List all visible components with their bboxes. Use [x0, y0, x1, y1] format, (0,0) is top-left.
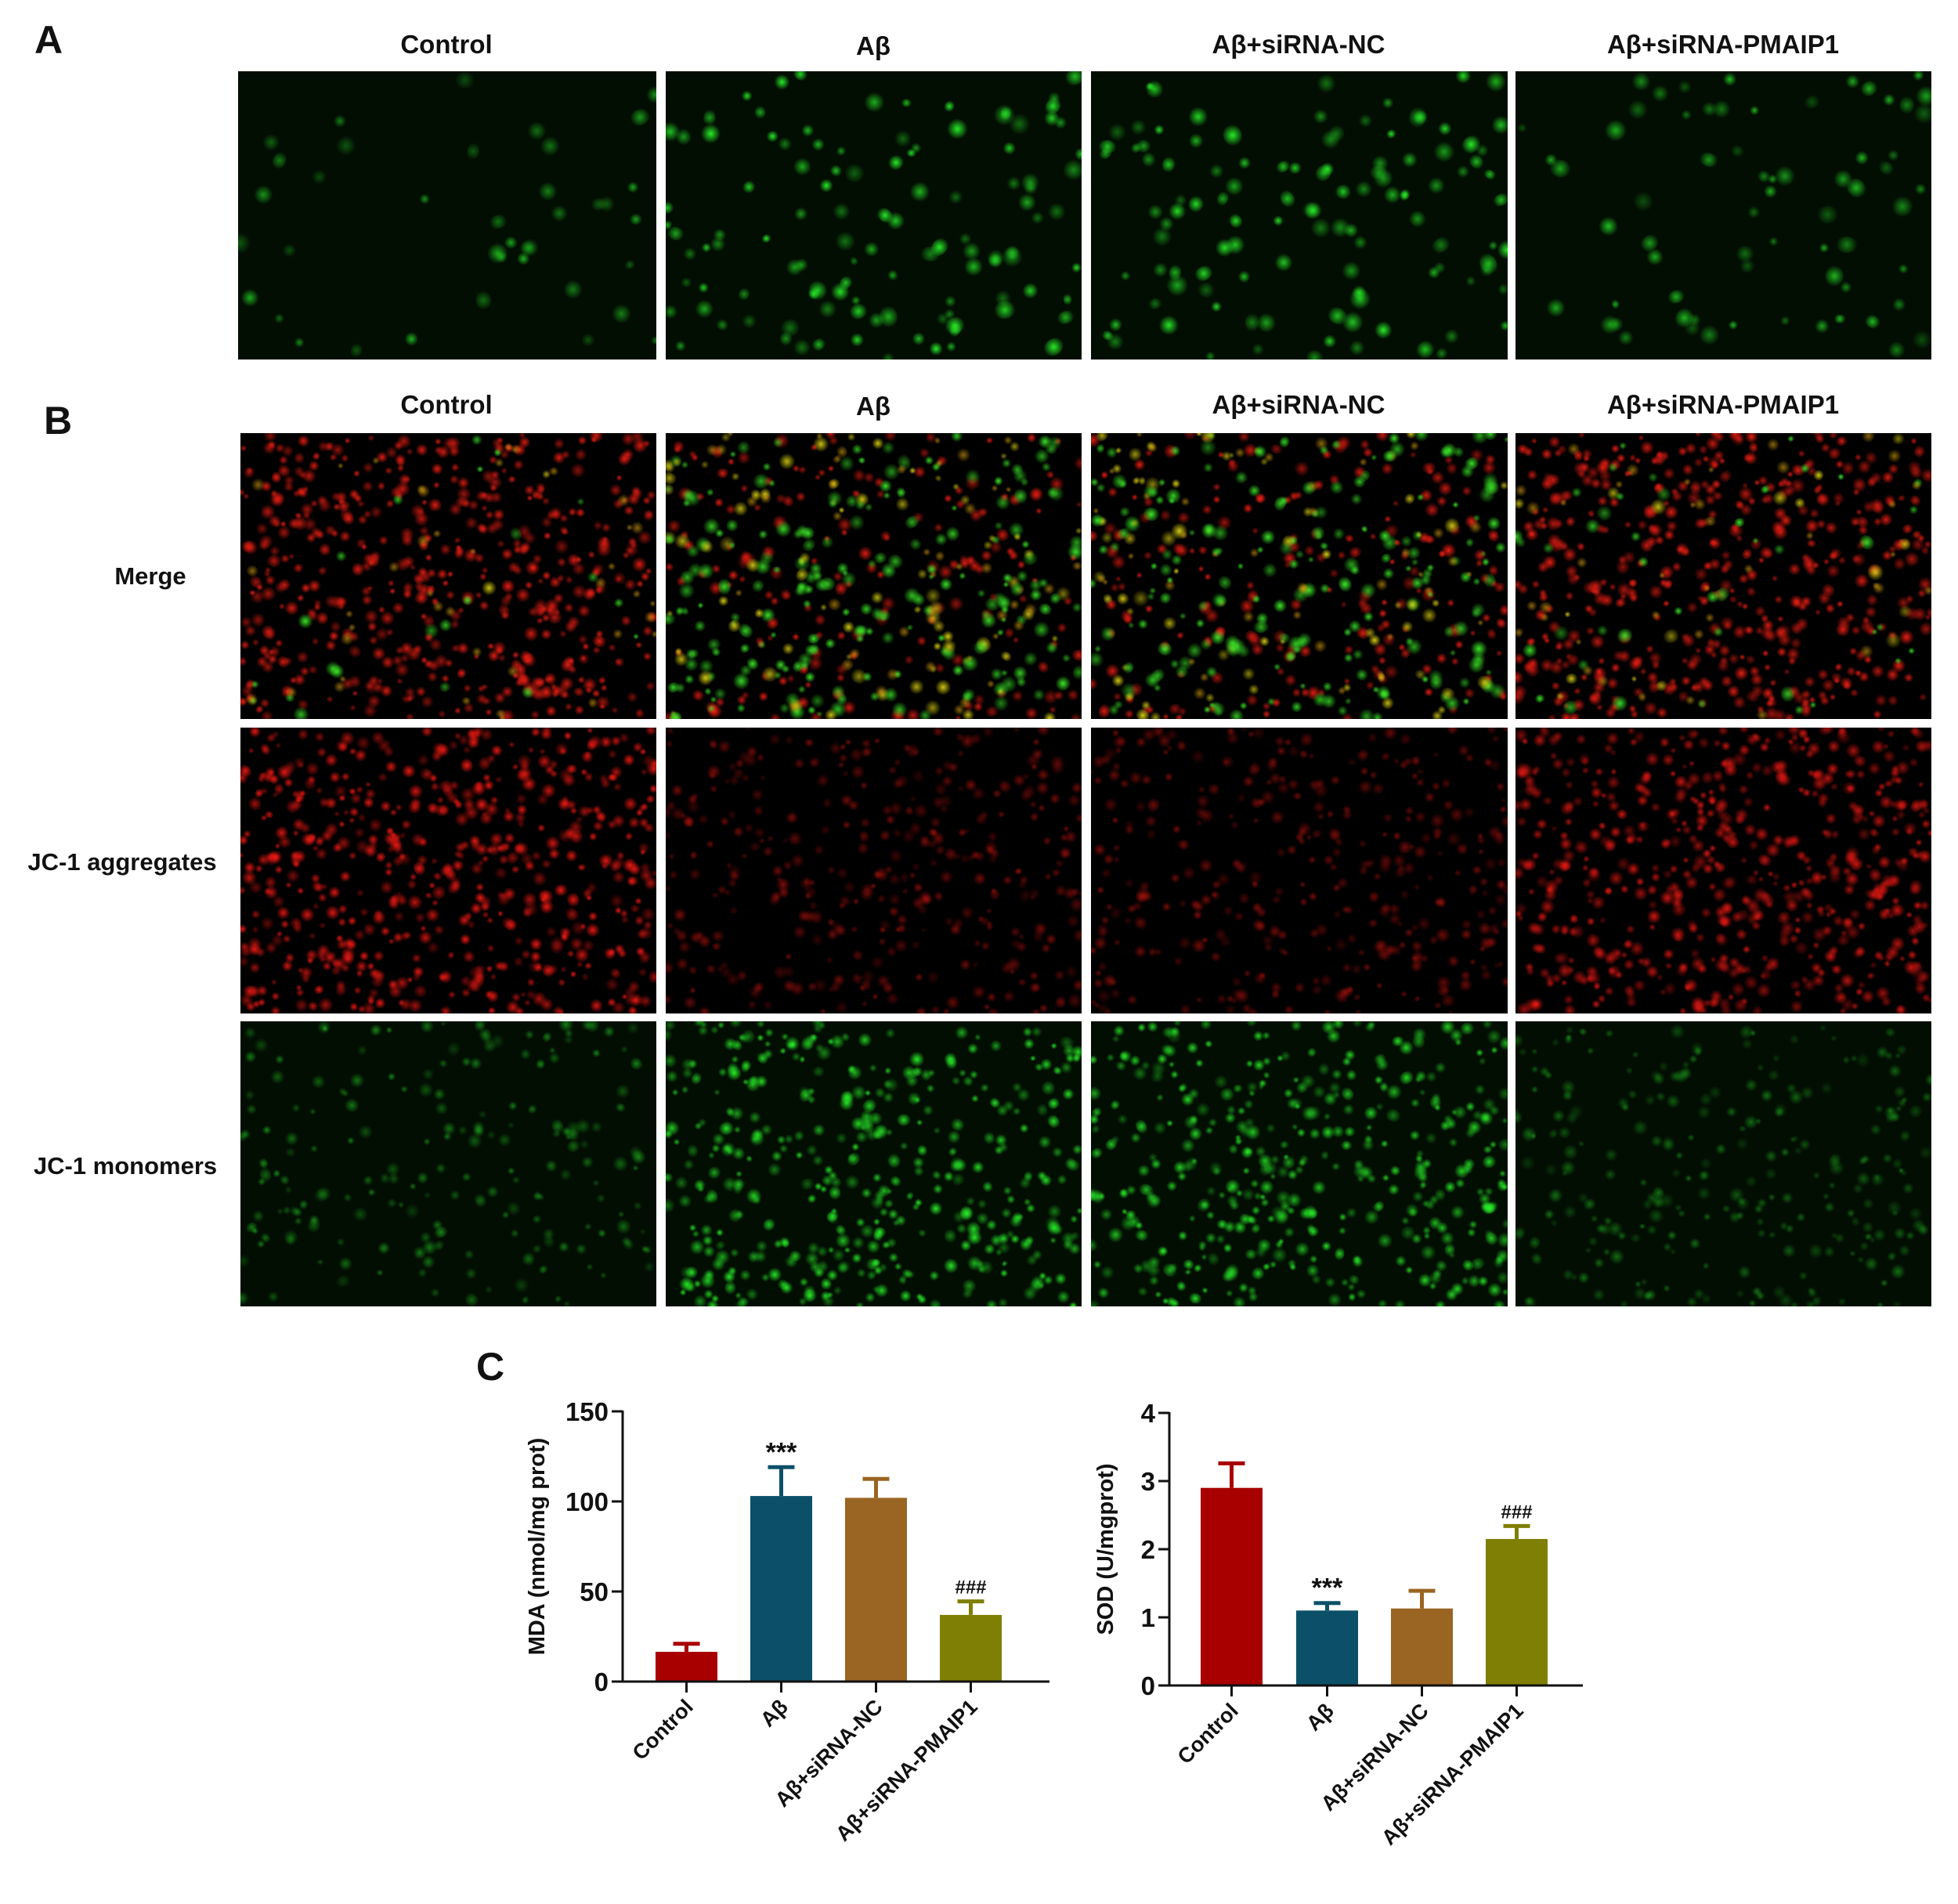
micrograph-a-control	[238, 71, 656, 359]
micrograph-b-merge-abeta	[666, 433, 1082, 719]
micrograph-b-monomers-abeta-sirna-pmaip1	[1515, 1021, 1931, 1306]
x-tick-label: Control	[1173, 1699, 1243, 1769]
y-tick-label: 100	[565, 1487, 609, 1516]
y-tick-label: 150	[565, 1397, 609, 1426]
micrograph-b-aggregates-control	[240, 728, 656, 1013]
row-label-merge: Merge	[114, 562, 186, 590]
micrograph-a-abeta	[666, 71, 1082, 359]
micrograph-b-monomers-abeta-sirna-nc	[1091, 1021, 1508, 1306]
column-header-abeta: Aβ	[856, 31, 890, 60]
y-tick-label: 2	[1141, 1535, 1155, 1564]
micrograph-b-merge-control	[240, 433, 656, 719]
micrograph-b-aggregates-abeta-sirna-nc	[1091, 728, 1508, 1013]
bar	[750, 1496, 812, 1682]
row-label-jc1-monomers: JC-1 monomers	[33, 1152, 218, 1180]
significance-annotation: ***	[766, 1437, 797, 1467]
micrograph-b-merge-abeta-sirna-pmaip1	[1515, 433, 1931, 719]
y-tick-label: 50	[580, 1577, 609, 1606]
x-tick-label: Aβ	[1302, 1699, 1338, 1736]
bar	[656, 1652, 717, 1682]
column-header-abeta: Aβ	[856, 392, 890, 421]
panel-letter-a: A	[34, 18, 63, 62]
y-tick-label: 0	[1141, 1671, 1155, 1700]
column-header-control: Control	[400, 30, 493, 59]
y-tick-label: 0	[594, 1667, 609, 1696]
micrograph-a-abeta-sirna-pmaip1	[1515, 71, 1931, 359]
bar	[1486, 1538, 1548, 1685]
bar	[1201, 1487, 1263, 1685]
y-tick-label: 4	[1141, 1399, 1156, 1428]
micrograph-b-monomers-abeta	[666, 1021, 1082, 1306]
bar	[1296, 1610, 1358, 1685]
micrograph-b-aggregates-abeta	[666, 728, 1082, 1013]
y-axis-label: MDA (nmol/mg prot)	[525, 1438, 550, 1656]
column-header-abeta-sirna-nc: Aβ+siRNA-NC	[1212, 390, 1385, 419]
row-label-jc1-aggregates: JC-1 aggregates	[27, 848, 217, 876]
y-tick-label: 3	[1141, 1467, 1155, 1496]
micrograph-b-aggregates-abeta-sirna-pmaip1	[1515, 728, 1931, 1013]
micrograph-a-abeta-sirna-nc	[1091, 71, 1508, 359]
column-header-abeta-sirna-nc: Aβ+siRNA-NC	[1212, 30, 1385, 59]
micrograph-b-merge-abeta-sirna-nc	[1091, 433, 1508, 719]
panel-letter-b: B	[44, 399, 73, 443]
bar	[940, 1614, 1002, 1682]
significance-annotation: ***	[1312, 1573, 1343, 1603]
column-header-control: Control	[400, 390, 493, 419]
panel-letter-c: C	[476, 1345, 505, 1389]
column-header-abeta-sirna-pmaip1: Aβ+siRNA-PMAIP1	[1606, 390, 1840, 419]
bar	[1391, 1608, 1453, 1685]
significance-annotation: ###	[1501, 1501, 1532, 1523]
micrograph-b-monomers-control	[240, 1021, 656, 1306]
y-tick-label: 1	[1141, 1603, 1155, 1632]
chart-plot-area: Control***AβAβ+siRNA-NC###Aβ+siRNA-PMAIP…	[1093, 1399, 1583, 1850]
bar	[845, 1498, 907, 1682]
y-axis-label: SOD (U/mgprot)	[1093, 1463, 1118, 1635]
column-header-abeta-sirna-pmaip1: Aβ+siRNA-PMAIP1	[1606, 30, 1840, 59]
significance-annotation: ###	[955, 1577, 986, 1599]
